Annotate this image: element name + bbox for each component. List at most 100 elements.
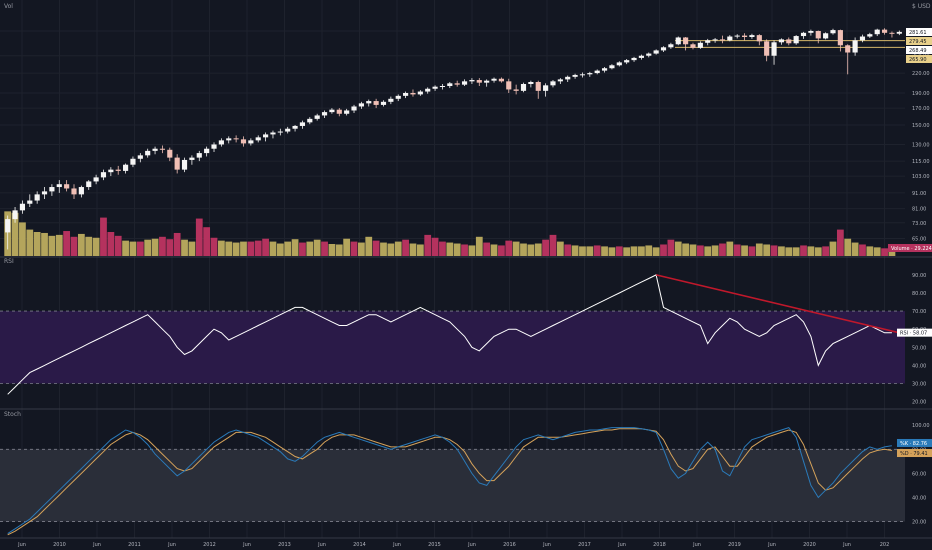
candle-body (675, 37, 681, 45)
x-tick-label: Jun (92, 542, 101, 548)
candle-body (461, 81, 468, 85)
price-tag (906, 28, 932, 36)
candle-body (727, 36, 733, 41)
volume-bar (527, 244, 535, 256)
rsi-tick-label: 40.00 (912, 363, 926, 369)
rsi-pane (0, 274, 905, 395)
candle-body (388, 98, 394, 102)
x-tick-label: Jun (617, 542, 626, 548)
volume-bar (755, 243, 763, 256)
candle-body (159, 148, 166, 150)
candle-body (49, 187, 55, 192)
candle-body (609, 65, 615, 69)
volume-bar (682, 243, 690, 256)
volume-bar (807, 246, 815, 256)
volume-bar (380, 242, 387, 256)
x-tick-label: Jun (842, 542, 851, 548)
volume-bar (785, 247, 793, 256)
volume-bar (711, 245, 719, 256)
volume-bar (719, 243, 726, 256)
axes: Jun 2010 Jun 2011 Jun 2012 Jun 2013 Jun 2014 Jun 20… (0, 28, 932, 548)
x-tick-label: 2011 (128, 542, 141, 548)
volume-bar (792, 247, 800, 256)
candle-body (263, 134, 269, 138)
volume-bar (55, 234, 63, 256)
x-tick-label: Jun (542, 542, 551, 548)
price-tag-label: 268.49 (909, 48, 927, 54)
candle-body (579, 74, 586, 76)
candle-body (93, 177, 99, 182)
x-tick-label: 2018 (653, 542, 666, 548)
volume-bar (416, 244, 424, 256)
volume-bar (159, 236, 166, 256)
volume-bar (461, 244, 468, 256)
stoch-tag (897, 449, 932, 458)
candle-body (867, 34, 873, 37)
candle-body (520, 83, 527, 91)
candle-body (528, 81, 534, 84)
volume-bar (873, 247, 881, 256)
candle-body (439, 86, 446, 88)
candle-body (204, 148, 210, 154)
rsi-tick-label: 80.00 (912, 291, 926, 297)
volume-bar (247, 241, 255, 256)
volume-bar (593, 245, 601, 256)
candle-body (189, 157, 195, 160)
candle-body (314, 115, 320, 119)
volume-bar (674, 241, 682, 256)
candle-body (476, 80, 482, 83)
candle-body (646, 53, 652, 56)
candle-body (830, 30, 836, 34)
candle-body (808, 30, 814, 33)
candle-body (307, 118, 313, 123)
candle-body (550, 81, 556, 86)
volume-bar (26, 229, 34, 256)
volume-bar (483, 242, 491, 256)
rsi-tick-label: 20.00 (912, 400, 926, 406)
grid (0, 0, 905, 538)
candle-body (12, 210, 18, 220)
candle-body (749, 35, 755, 37)
x-tick-label: 2017 (578, 542, 591, 548)
volume-bar (328, 244, 336, 256)
candle-body (373, 101, 379, 105)
volume-bar (615, 246, 623, 256)
candle-body (631, 57, 637, 61)
stoch-tick-label: 40.00 (912, 495, 926, 501)
volume-bar (446, 242, 454, 256)
volume-bar (505, 240, 513, 256)
volume-bar (409, 243, 417, 256)
volume-bar (92, 237, 100, 256)
candle-body (837, 30, 843, 46)
x-tick-label: 2019 (728, 542, 741, 548)
volume-bar (586, 246, 594, 256)
volume-bar (652, 247, 660, 256)
volume-bar (387, 243, 395, 256)
rsi-band (0, 311, 905, 384)
volume-bar (741, 245, 748, 256)
candle-body (786, 39, 792, 44)
candle-body (491, 78, 497, 81)
rsi-trendline (655, 274, 900, 334)
candle-body (697, 42, 703, 48)
volume-bar (114, 235, 122, 256)
volume-bar (313, 239, 321, 256)
candle-body (874, 29, 880, 35)
volume-bar (778, 246, 785, 256)
rsi-tick-label: 70.00 (912, 309, 926, 315)
rsi-line (7, 274, 892, 395)
rsi-tick-label: 90.00 (912, 273, 926, 279)
candle-body (248, 140, 254, 144)
volume-bar (822, 246, 830, 256)
candle-body (594, 70, 600, 74)
volume-bar (814, 247, 822, 256)
candle-body (734, 35, 740, 37)
x-tick-label: 2012 (203, 542, 216, 548)
price-tick-label: 81.00 (912, 207, 926, 213)
volume-bar (866, 246, 874, 256)
candle-body (660, 47, 667, 51)
x-tick-label: Jun (392, 542, 401, 548)
candle-body (705, 40, 711, 43)
price-tick-label: 65.00 (912, 237, 926, 243)
candle-body (719, 39, 726, 41)
